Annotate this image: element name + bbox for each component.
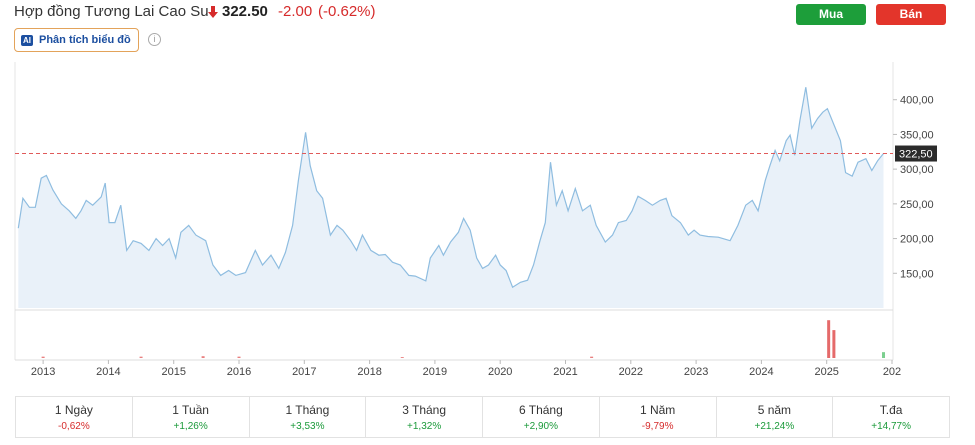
last-price-label: 322,50: [899, 149, 933, 161]
x-tick-label: 2022: [619, 366, 643, 378]
performance-cell: 1 Tháng +3,53%: [250, 397, 367, 437]
period-change: -9,79%: [641, 421, 674, 432]
period-change: +3,53%: [290, 421, 325, 432]
performance-cell: 1 Tuần +1,26%: [133, 397, 250, 437]
price-line: [17, 87, 884, 289]
last-price-box: [895, 145, 937, 162]
volume-bar: [201, 356, 205, 358]
period-change: +2,90%: [523, 421, 558, 432]
x-tick-label: 2020: [488, 366, 512, 378]
buy-button[interactable]: Mua: [796, 4, 866, 25]
period-change: +21,24%: [754, 421, 795, 432]
volume-bar: [882, 352, 886, 358]
y-tick-label: 300,00: [900, 164, 934, 176]
period-change: +1,26%: [173, 421, 208, 432]
performance-cell: 1 Ngày -0,62%: [16, 397, 133, 437]
period-label: 1 Tháng: [285, 403, 330, 417]
performance-table: 1 Ngày -0,62% 1 Tuần +1,26% 1 Tháng +3,53% 3 T…: [15, 396, 950, 438]
period-label: 6 Tháng: [518, 403, 563, 417]
x-tick-label: 202: [883, 366, 901, 378]
x-tick-label: 2016: [227, 366, 251, 378]
volume-bar: [832, 330, 836, 358]
analysis-label: Phân tích biểu đồ: [39, 34, 131, 46]
y-tick-label: 200,00: [900, 234, 934, 246]
price-change-pct: (-0.62%): [318, 3, 376, 20]
performance-cell: T.đa +14,77%: [833, 397, 949, 437]
instrument-title: Hợp đồng Tương Lai Cao Su: [14, 3, 209, 20]
period-label: 1 Ngày: [54, 403, 93, 417]
x-tick-label: 2017: [292, 366, 316, 378]
performance-cell: 6 Tháng +2,90%: [483, 397, 600, 437]
period-change: +1,32%: [407, 421, 442, 432]
sell-button[interactable]: Bán: [876, 4, 946, 25]
x-tick-label: 2023: [684, 366, 708, 378]
period-label: 1 Năm: [639, 403, 676, 417]
price-change: -2.00: [278, 3, 313, 20]
y-tick-label: 250,00: [900, 199, 934, 211]
chart: Investing.com150,00200,00250,00300,00350…: [14, 62, 937, 378]
x-tick-label: 2021: [553, 366, 577, 378]
performance-cell: 1 Năm -9,79%: [600, 397, 717, 437]
period-label: 1 Tuần: [172, 403, 209, 417]
y-tick-label: 400,00: [900, 95, 934, 107]
x-tick-label: 2014: [96, 366, 120, 378]
volume-bar: [827, 320, 831, 358]
performance-cell: 3 Tháng +1,32%: [366, 397, 483, 437]
period-label: 3 Tháng: [402, 403, 447, 417]
x-tick-label: 2015: [161, 366, 185, 378]
period-change: -0,62%: [58, 421, 90, 432]
last-price: 322.50: [222, 3, 268, 20]
price-area: [18, 87, 884, 308]
volume-bar: [41, 356, 45, 358]
performance-cell: 5 năm +21,24%: [717, 397, 834, 437]
x-tick-label: 2024: [749, 366, 773, 378]
analysis-button[interactable]: AI Phân tích biểu đồ: [14, 28, 139, 52]
down-arrow: [208, 6, 218, 18]
volume-bar: [139, 356, 143, 358]
x-tick-label: 2019: [423, 366, 447, 378]
period-label: T.đa: [879, 403, 903, 417]
x-tick-label: 2013: [31, 366, 55, 378]
y-tick-label: 350,00: [900, 129, 934, 141]
ai-badge: AI: [21, 34, 33, 46]
volume-bar: [237, 356, 241, 358]
volume-bar: [400, 357, 404, 358]
period-label: 5 năm: [757, 403, 792, 417]
y-tick-label: 150,00: [900, 268, 934, 280]
info-icon[interactable]: i: [148, 33, 161, 46]
x-tick-label: 2025: [814, 366, 838, 378]
volume-bar: [590, 356, 594, 358]
x-tick-label: 2018: [357, 366, 381, 378]
period-change: +14,77%: [871, 421, 911, 432]
